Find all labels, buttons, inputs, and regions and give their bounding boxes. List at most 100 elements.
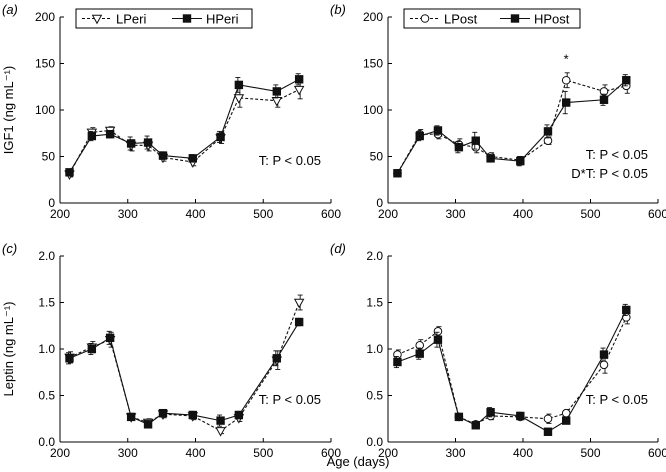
data-point [599, 350, 609, 359]
y-tick-label: 1.5 [38, 296, 55, 310]
data-point [599, 87, 609, 96]
series-HPost [393, 74, 631, 178]
data-point [415, 340, 425, 350]
data-point [272, 87, 281, 96]
data-point [216, 132, 225, 142]
data-point [143, 420, 153, 429]
data-point [599, 95, 609, 104]
significance-asterisk: * [564, 52, 569, 67]
x-tick-label: 400 [513, 446, 533, 460]
legend-label: LPeri [116, 12, 146, 27]
y-tick-label: 1.0 [38, 342, 55, 356]
data-point [415, 349, 424, 358]
series-LPost [393, 310, 631, 429]
y-tick-label: 100 [35, 103, 55, 117]
series-line [69, 321, 300, 425]
data-point [543, 427, 553, 436]
panel-1: 0 50 100 150 200 200 300 400 500 600 (a) LPeri HPeri… [2, 2, 341, 221]
data-point [293, 85, 305, 96]
stat-annotation: T: P < 0.05 [586, 392, 648, 407]
series-line [397, 309, 627, 433]
y-axis-label-igf1: IGF1 (ng mL⁻¹) [1, 66, 16, 155]
panel-label: (b) [330, 2, 346, 17]
x-tick-label: 200 [50, 446, 70, 460]
series-HPeri [65, 73, 304, 177]
y-tick-label: 0 [48, 196, 55, 210]
stat-annotation: T: P < 0.05 [259, 153, 321, 168]
y-tick-label: 100 [363, 103, 383, 117]
legend-label: LPost [444, 12, 478, 27]
y-tick-label: 0.0 [38, 435, 55, 449]
panel-4: 0.0 0.5 1.0 1.5 2.0 200 300 400 500 600 (d) T: P < … [330, 241, 666, 460]
series-HPeri [65, 317, 304, 429]
x-tick-label: 500 [253, 446, 273, 460]
x-tick-label: 300 [118, 207, 138, 221]
data-point [562, 416, 571, 425]
panel-label: (c) [2, 241, 17, 256]
data-point [393, 169, 402, 178]
y-axis-label-leptin: Leptin (ng mL⁻¹) [1, 301, 16, 396]
data-point [65, 354, 74, 363]
x-tick-label: 200 [50, 207, 70, 221]
data-point [622, 305, 631, 315]
data-point [433, 335, 443, 344]
legend-marker [420, 14, 430, 23]
data-point [471, 421, 480, 430]
data-point [87, 131, 97, 141]
x-tick-label: 600 [648, 446, 666, 460]
x-tick-label: 200 [378, 446, 398, 460]
legend-box [403, 8, 581, 29]
y-tick-label: 50 [42, 150, 56, 164]
y-tick-label: 0.0 [366, 435, 383, 449]
data-point [454, 412, 464, 422]
data-point [143, 138, 153, 147]
stat-annotation: D*T: P < 0.05 [571, 166, 648, 181]
data-point [126, 139, 136, 148]
stat-annotation: T: P < 0.05 [586, 147, 648, 162]
data-point [87, 344, 97, 354]
data-point [543, 414, 553, 424]
y-tick-label: 1.0 [366, 342, 383, 356]
y-tick-label: 0.5 [366, 389, 383, 403]
legend-label: HPost [534, 12, 570, 27]
y-tick-label: 2.0 [366, 249, 383, 263]
data-point [516, 411, 525, 421]
data-point [433, 327, 443, 336]
data-point [415, 131, 424, 141]
data-point [105, 129, 115, 139]
y-tick-label: 200 [363, 10, 383, 24]
panel-2: 0 50 100 150 200 200 300 400 500 600 (b) LPost HPost… [330, 2, 666, 221]
x-tick-label: 300 [445, 446, 465, 460]
y-tick-label: 50 [370, 150, 384, 164]
data-point [486, 154, 495, 163]
data-point [562, 98, 571, 107]
data-point [486, 408, 495, 417]
data-point [65, 168, 74, 177]
data-point [622, 76, 631, 85]
data-point [433, 126, 443, 135]
x-tick-label: 500 [253, 207, 273, 221]
data-point [516, 156, 525, 166]
data-point [294, 317, 304, 327]
data-point [543, 127, 553, 136]
data-point [158, 151, 168, 160]
x-tick-label: 500 [580, 207, 600, 221]
panel-label: (d) [330, 241, 346, 256]
data-point [271, 97, 283, 107]
x-axis-label: Age (days) [327, 454, 390, 469]
data-point [272, 354, 281, 363]
y-tick-label: 1.5 [366, 296, 383, 310]
data-point [293, 298, 305, 309]
data-point [471, 136, 480, 145]
data-point [393, 350, 402, 359]
x-tick-label: 400 [185, 446, 205, 460]
legend-marker [182, 14, 192, 23]
panel-3: 0.0 0.5 1.0 1.5 2.0 200 300 400 500 600 (c) T: P < … [2, 241, 341, 460]
data-point [294, 75, 304, 84]
data-point [126, 412, 136, 422]
data-point [188, 154, 197, 163]
x-tick-label: 600 [321, 446, 341, 460]
data-point [105, 333, 115, 343]
x-tick-label: 400 [185, 207, 205, 221]
series-line [397, 317, 627, 425]
